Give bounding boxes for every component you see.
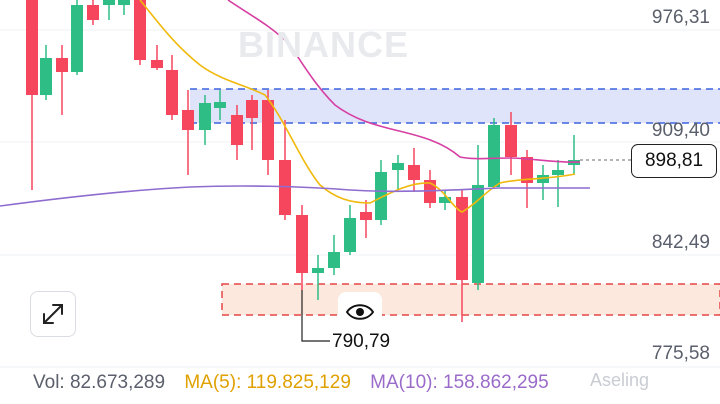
- candle-body: [472, 185, 484, 283]
- candle-body: [56, 58, 68, 72]
- grid-lines: [0, 29, 720, 368]
- support-zone: [222, 284, 720, 315]
- price-axis-label: 842,49: [651, 232, 710, 253]
- eye-icon: [345, 304, 375, 320]
- candle-body: [214, 102, 226, 108]
- candle-body: [246, 100, 258, 118]
- ma5-value: MA(5): 119.825,129: [184, 372, 351, 393]
- candle-body: [296, 215, 308, 273]
- candle-body: [537, 175, 549, 183]
- volume-value: Vol: 82.673,289: [33, 372, 166, 393]
- binance-watermark: BINANCE: [238, 24, 410, 65]
- current-price-badge: 898,81: [631, 144, 717, 178]
- price-axis-label: 909,40: [651, 120, 710, 141]
- price-axis-label: 976,31: [651, 7, 710, 28]
- candle-body: [456, 197, 468, 280]
- ma10-value: MA(10): 158.862,295: [370, 372, 549, 393]
- candlesticks: [26, 0, 580, 322]
- visibility-toggle-button[interactable]: [338, 292, 382, 332]
- candle-body: [26, 0, 38, 95]
- candle-body: [182, 110, 194, 130]
- indicator-footer: Vol: 82.673,289 MA(5): 119.825,129 MA(10…: [33, 372, 563, 394]
- candle-body: [199, 103, 211, 130]
- candle-body: [40, 58, 52, 95]
- low-marker-line: [301, 290, 330, 342]
- candle-body: [166, 70, 178, 115]
- candle-body: [439, 197, 451, 203]
- attribution-watermark: Aseling: [590, 370, 650, 390]
- candle-body: [392, 163, 404, 170]
- candle-body: [151, 60, 163, 68]
- candle-body: [344, 218, 356, 252]
- candle-body: [408, 165, 420, 180]
- candle-body: [312, 268, 324, 273]
- candle-body: [87, 5, 99, 20]
- candle-body: [71, 5, 83, 72]
- resistance-zone: [190, 89, 720, 123]
- candle-body: [488, 125, 500, 187]
- candle-body: [360, 212, 372, 220]
- ma-line-yellow: [139, 0, 576, 213]
- candle-body: [262, 100, 274, 160]
- ma-line-pink: [227, 0, 581, 163]
- candle-body: [505, 125, 517, 157]
- ma-line-purple: [0, 185, 590, 207]
- expand-arrows-icon: [43, 304, 63, 324]
- candle-body: [118, 0, 130, 5]
- candle-body: [134, 0, 146, 60]
- expand-button[interactable]: [30, 291, 76, 337]
- candle-body: [521, 157, 533, 183]
- candle-body: [279, 160, 291, 215]
- candle-body: [103, 0, 115, 5]
- candle-body: [231, 115, 243, 145]
- price-axis-label: 775,58: [651, 343, 710, 364]
- low-price-label: 790,79: [332, 331, 391, 352]
- candle-body: [552, 170, 564, 175]
- candle-body: [328, 252, 340, 268]
- candle-body: [375, 172, 387, 220]
